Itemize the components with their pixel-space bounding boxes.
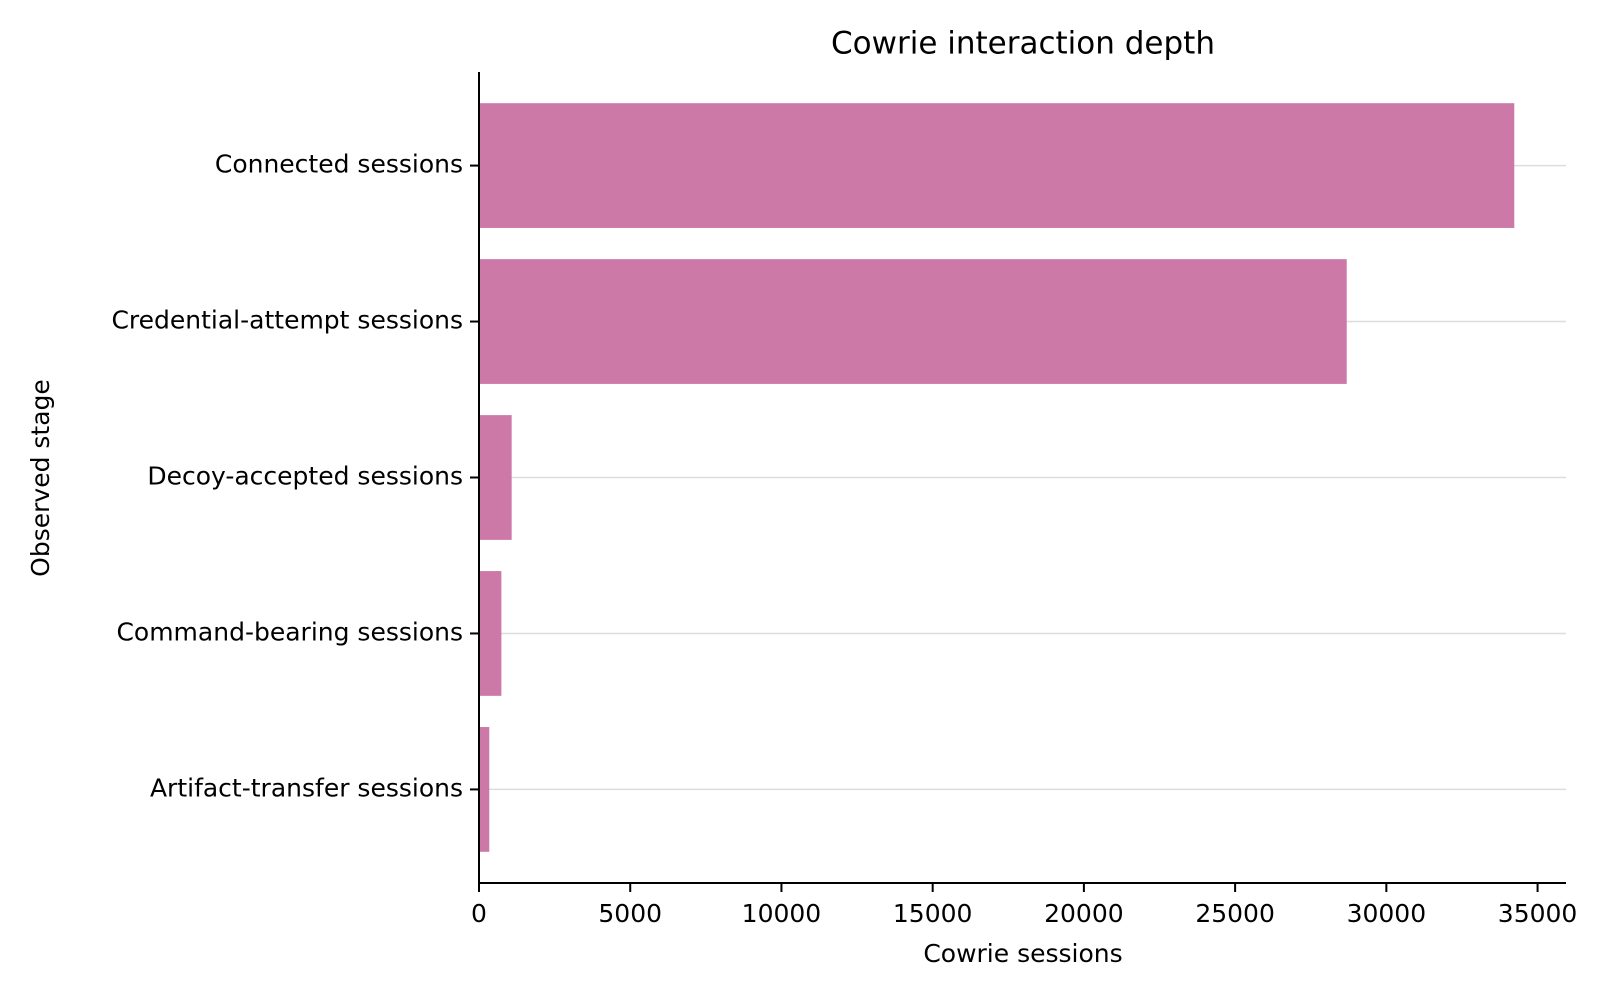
- bar: [479, 103, 1515, 228]
- bar: [479, 259, 1347, 384]
- x-tick-label: 30000: [1347, 899, 1427, 928]
- y-tick-label: Decoy-accepted sessions: [147, 462, 463, 491]
- x-tick-label: 10000: [742, 899, 822, 928]
- chart-title: Cowrie interaction depth: [831, 26, 1215, 62]
- y-tick-label: Connected sessions: [215, 150, 463, 179]
- y-tick-label: Artifact-transfer sessions: [150, 773, 463, 802]
- x-tick-label: 5000: [598, 899, 662, 928]
- x-tick-label: 0: [471, 899, 487, 928]
- x-axis-label: Cowrie sessions: [923, 939, 1122, 968]
- x-tick-label: 35000: [1498, 899, 1578, 928]
- x-tick-label: 15000: [893, 899, 973, 928]
- y-axis-label: Observed stage: [26, 379, 55, 577]
- x-tick-label: 20000: [1044, 899, 1124, 928]
- bar: [479, 571, 502, 696]
- y-tick-label: Command-bearing sessions: [116, 617, 463, 646]
- x-tick-label: 25000: [1195, 899, 1275, 928]
- bar: [479, 727, 490, 852]
- bar: [479, 415, 512, 540]
- y-tick-label: Credential-attempt sessions: [111, 306, 463, 335]
